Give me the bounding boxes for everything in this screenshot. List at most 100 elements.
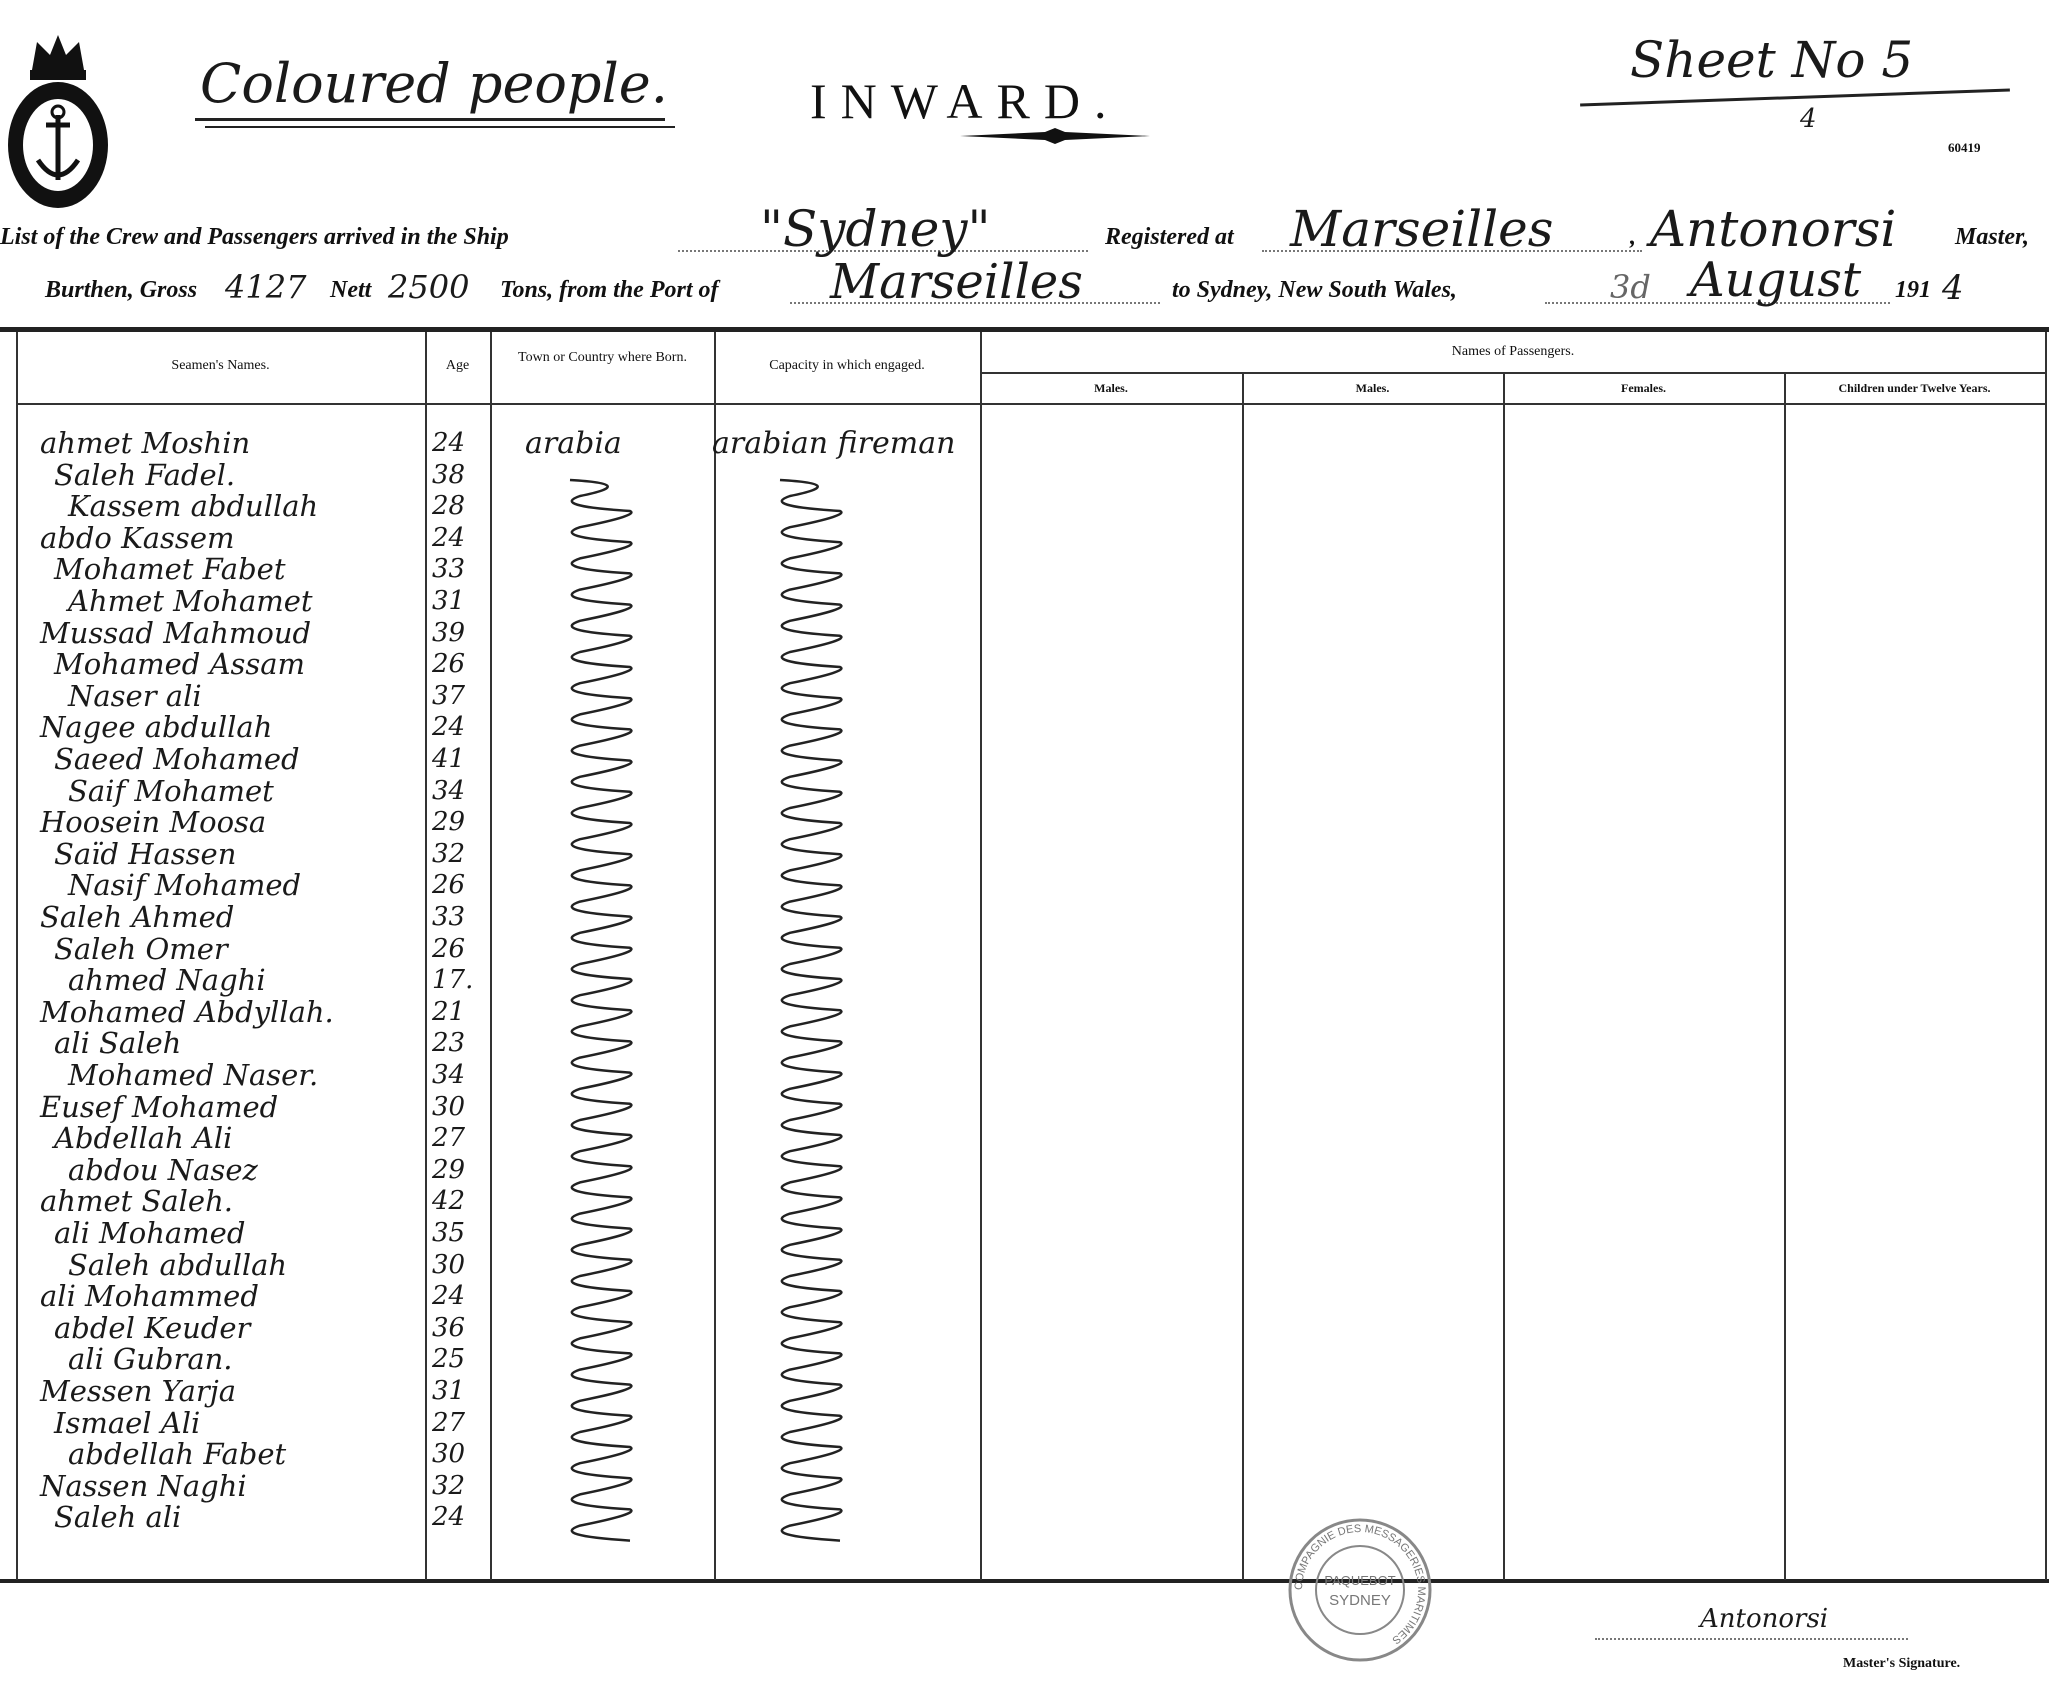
seaman-age: 35 [432,1218,466,1248]
col-divider [1242,373,1244,1580]
crew-row: Saleh Omer 26 [0,933,2049,965]
seaman-age: 41 [432,744,466,774]
tons-label: Tons, from the Port of [500,277,719,303]
seaman-name: ahmet Moshin [40,426,251,460]
annotation-underline [195,118,665,121]
seaman-age: 24 [432,712,466,743]
seaman-name: abdou Nasez [68,1152,258,1187]
seaman-age: 36 [432,1312,466,1343]
crew-row: ali Mohamed 35 [0,1218,2049,1249]
seaman-name: Mohamed Assam [54,647,306,682]
seaman-name: Eusef Mohamed [40,1089,279,1124]
seaman-age: 17. [432,965,474,996]
crew-row: Ahmet Mohamet 31 [0,586,2049,617]
first-row-town: arabia [525,426,622,461]
paquebot-sydney-stamp: COMPAGNIE DES MESSAGERIES MARITIMES PAQU… [1288,1518,1432,1662]
crew-row: abdou Nasez 29 [0,1152,2049,1187]
seaman-age: 42 [432,1186,466,1217]
seaman-age: 24 [432,522,466,553]
shipping-masters-department-logo [8,35,108,208]
seaman-age: 24 [432,1281,466,1312]
col-divider [16,332,18,1580]
seaman-name: Saleh ali [54,1500,182,1535]
crew-row: Ismael Ali 27 [0,1407,2049,1439]
crew-row: Saleh Ahmed 33 [0,902,2049,933]
capacity-ditto-mark [779,478,843,1542]
seaman-age: 27 [432,1123,466,1154]
seaman-age: 37 [432,680,466,711]
stamp-sydney: SYDNEY [1329,1592,1391,1609]
seaman-age: 24 [432,1502,466,1533]
seaman-age: 25 [432,1344,466,1375]
seaman-age: 38 [432,459,466,490]
master-signature: Antonorsi [1700,1604,1829,1634]
seaman-name: Saïd Hassen [54,836,237,871]
seaman-name: Mohamed Naser. [68,1058,319,1092]
seaman-name: Hoosein Moosa [40,805,267,840]
col-header-males-2: Males. [1355,381,1390,395]
seaman-age: 24 [432,428,466,458]
seaman-age: 34 [432,775,466,806]
crew-row: ahmet Moshin 24 [0,428,2049,459]
crew-row: abdo Kassem 24 [0,522,2049,554]
seaman-name: ali Mohammed [40,1279,259,1314]
seaman-name: Ahmet Mohamet [68,584,313,618]
crew-row: Saïd Hassen 32 [0,836,2049,871]
seaman-age: 26 [432,649,466,680]
seaman-age: 29 [432,1154,466,1185]
seaman-age: 26 [432,870,466,901]
col-divider [714,332,716,1580]
col-header-capacity: Capacity in which engaged. [769,358,925,373]
seaman-name: Naser ali [68,678,202,713]
seaman-name: ahmed Naghi [68,963,266,998]
col-divider [490,332,492,1580]
crew-row: Mohamed Abdyllah. 21 [0,996,2049,1028]
crew-row: Saif Mohamet 34 [0,775,2049,807]
crew-row: Nagee abdullah 24 [0,712,2049,743]
col-header-females: Females. [1621,381,1666,395]
seaman-name: Mohamet Fabet [54,552,286,587]
col-header-age: Age [445,358,470,373]
seaman-name: Mussad Mahmoud [40,615,312,650]
seaman-age: 30 [432,1439,466,1470]
header-bottom-rule [16,403,2046,405]
crew-row: ali Saleh 23 [0,1028,2049,1059]
annotation-underline-2 [205,126,675,128]
seaman-age: 28 [432,491,466,522]
seaman-age: 33 [432,554,466,585]
col-divider [1503,373,1505,1580]
seaman-age: 27 [432,1407,466,1438]
crew-row: Messen Yarja 31 [0,1376,2049,1407]
arrival-year-printed: 191 [1895,277,1931,303]
col-divider [425,332,427,1580]
seaman-age: 26 [432,933,466,964]
registered-label: Registered at [1105,224,1234,250]
seaman-name: abdellah Fabet [68,1437,287,1472]
registered-port: Marseilles [1290,200,1554,258]
arrival-year-handwritten: 4 [1942,268,1964,308]
crew-row: Nasif Mohamed 26 [0,870,2049,901]
crew-row: Mohamet Fabet 33 [0,554,2049,585]
col-header-town: Town or Country where Born. [518,350,687,365]
crew-row: ali Mohammed 24 [0,1281,2049,1312]
crew-row: Mohamed Assam 26 [0,649,2049,680]
destination-label: to Sydney, New South Wales, [1172,277,1457,303]
coloured-people-annotation: Coloured people. [200,52,668,115]
crew-row: abdellah Fabet 30 [0,1439,2049,1470]
seaman-age: 31 [432,1376,466,1406]
seaman-name: Saleh Ahmed [40,900,235,934]
crew-row: ali Gubran. 25 [0,1344,2049,1375]
table-top-rule [0,327,2049,332]
from-port-field-line [790,302,1160,304]
from-port: Marseilles [830,254,1083,310]
seaman-name: ali Mohamed [54,1216,246,1250]
seaman-name: ali Gubran. [68,1342,233,1377]
comma: , [1630,224,1636,250]
seaman-age: 32 [432,838,466,869]
signature-line [1595,1638,1908,1640]
town-ditto-mark [569,478,633,1542]
ship-name: "Sydney" [760,200,991,258]
arrival-day: 3d [1610,268,1651,306]
nett-label: Nett [330,277,372,303]
col-divider [2045,332,2047,1580]
